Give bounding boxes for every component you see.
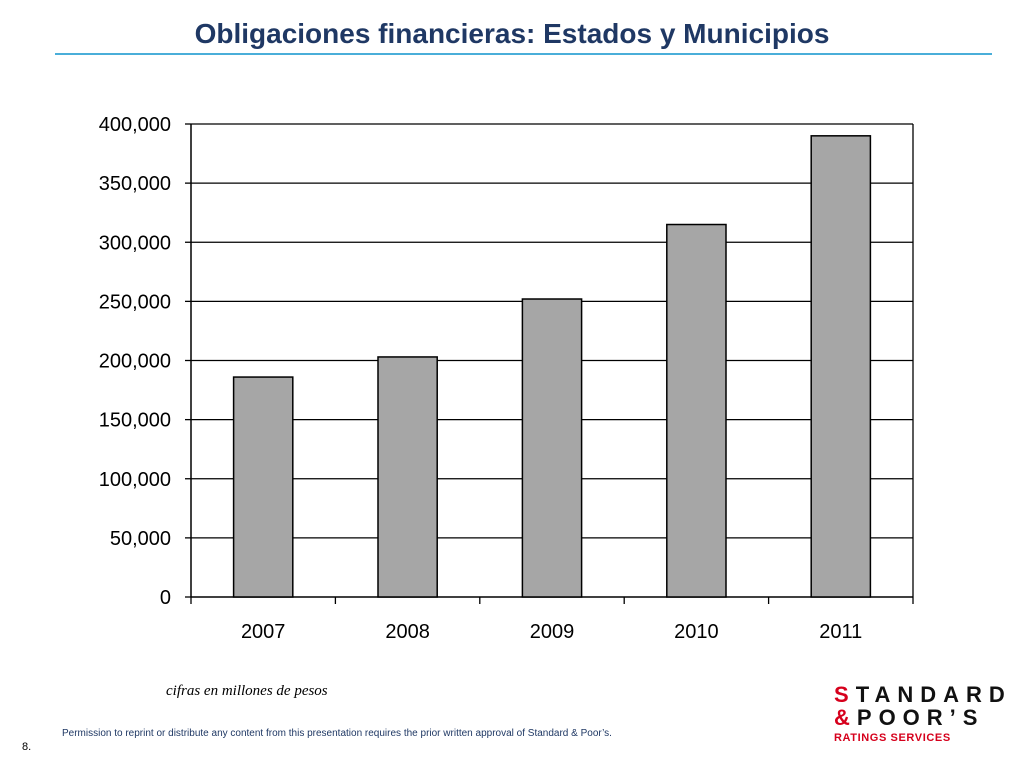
y-tick-label: 300,000 <box>99 232 171 254</box>
permission-notice: Permission to reprint or distribute any … <box>62 728 612 739</box>
sp-logo: STANDARD &POOR’S RATINGS SERVICES <box>834 682 1005 744</box>
y-tick-label: 150,000 <box>99 410 171 432</box>
bar-2008 <box>377 356 438 598</box>
x-tick-label: 2009 <box>530 621 575 643</box>
bar-2007 <box>232 376 294 598</box>
page-number: 8. <box>22 741 32 753</box>
x-tick-label: 2011 <box>819 621 862 643</box>
logo-ratings-services: RATINGS SERVICES <box>834 732 951 744</box>
bar-2010 <box>666 223 727 598</box>
logo-standard: TANDARD <box>855 682 1012 707</box>
y-tick-label: 350,000 <box>99 173 171 195</box>
x-tick-label: 2007 <box>241 621 286 643</box>
logo-accent-amp: & <box>834 705 857 730</box>
logo-accent-s: S <box>834 682 856 707</box>
units-note: cifras en millones de pesos <box>166 683 328 699</box>
logo-line-1: STANDARD <box>834 682 1005 707</box>
bar-2011 <box>810 135 872 598</box>
y-tick-label: 100,000 <box>99 469 171 491</box>
y-tick-label: 400,000 <box>99 114 171 136</box>
x-tick-label: 2008 <box>385 621 430 643</box>
y-tick-label: 200,000 <box>99 351 171 373</box>
page-title: Obligaciones financieras: Estados y Muni… <box>194 18 830 49</box>
bar-2009 <box>521 298 583 598</box>
x-tick-label: 2010 <box>674 621 719 643</box>
y-tick-label: 50,000 <box>110 528 171 550</box>
y-tick-label: 0 <box>160 587 171 609</box>
title-rule <box>55 53 992 55</box>
y-tick-label: 250,000 <box>99 291 171 313</box>
logo-poors: POOR’S <box>856 705 985 730</box>
logo-line-2: &POOR’S <box>834 706 1004 729</box>
